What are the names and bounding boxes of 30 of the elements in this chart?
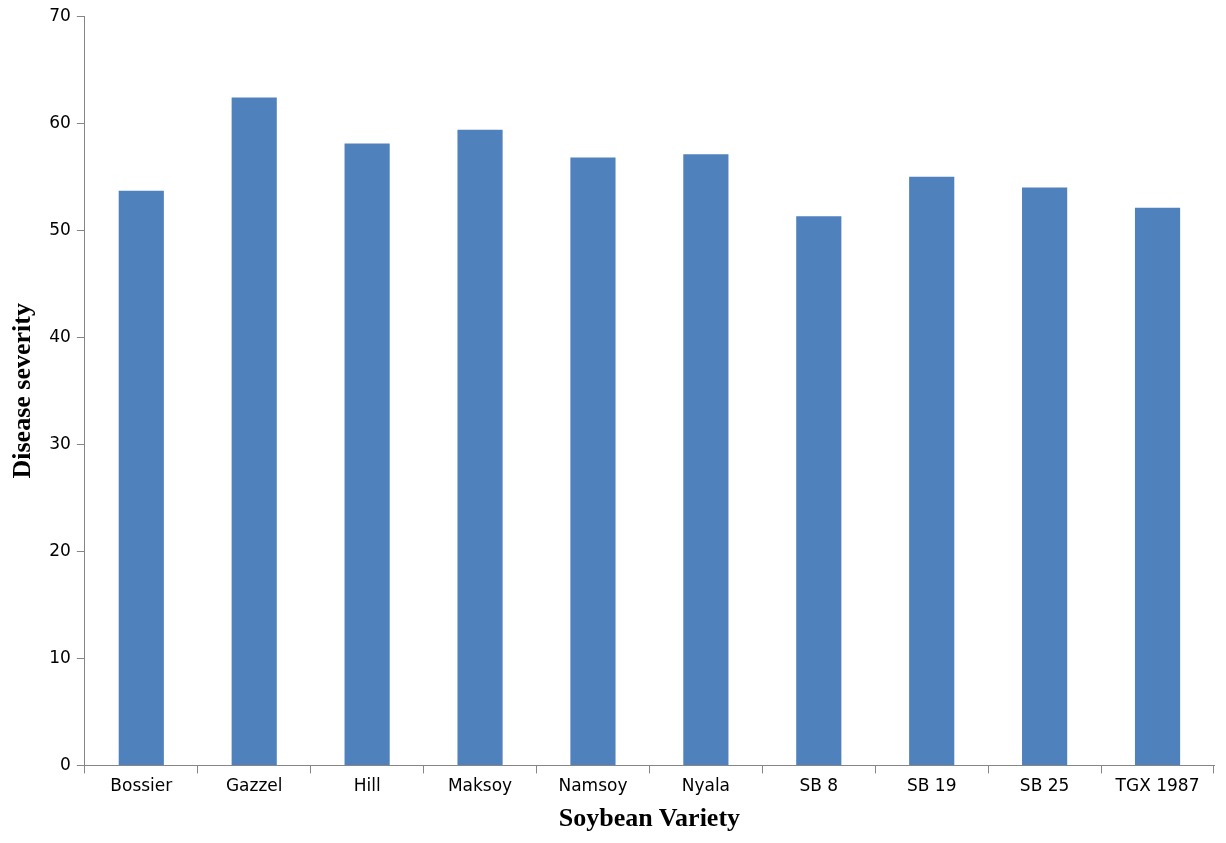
bar <box>796 216 842 765</box>
bar <box>344 143 390 765</box>
y-tick-label: 60 <box>49 111 71 132</box>
x-tick-label: Namsoy <box>558 775 628 796</box>
y-tick-label: 30 <box>49 432 71 453</box>
bar <box>457 129 503 765</box>
y-tick-label: 70 <box>49 4 71 25</box>
bar <box>570 157 616 765</box>
bar <box>1022 187 1068 765</box>
bar <box>683 154 729 765</box>
bar <box>909 176 955 765</box>
x-axis-title: Soybean Variety <box>558 803 741 833</box>
x-tick-label: TGX 1987 <box>1114 775 1200 796</box>
x-tick-label: SB 19 <box>906 775 957 796</box>
y-axis-title: Disease severity <box>7 303 37 479</box>
x-tick-label: SB 25 <box>1019 775 1070 796</box>
y-tick-label: 20 <box>49 539 71 560</box>
y-tick-label: 50 <box>49 218 71 239</box>
x-tick-label: Bossier <box>110 775 173 796</box>
bar <box>1134 207 1181 765</box>
x-tick-label: Maksoy <box>447 775 513 796</box>
bar <box>231 97 277 765</box>
x-tick-label: Hill <box>353 775 381 796</box>
x-tick-label: SB 8 <box>799 775 839 796</box>
x-tick-label: Nyala <box>681 775 731 796</box>
x-tick-label: Gazzel <box>225 775 283 796</box>
y-tick-label: 40 <box>49 325 71 346</box>
bar <box>118 190 164 765</box>
y-tick-label: 10 <box>49 646 71 667</box>
y-tick-label: 0 <box>60 753 71 774</box>
